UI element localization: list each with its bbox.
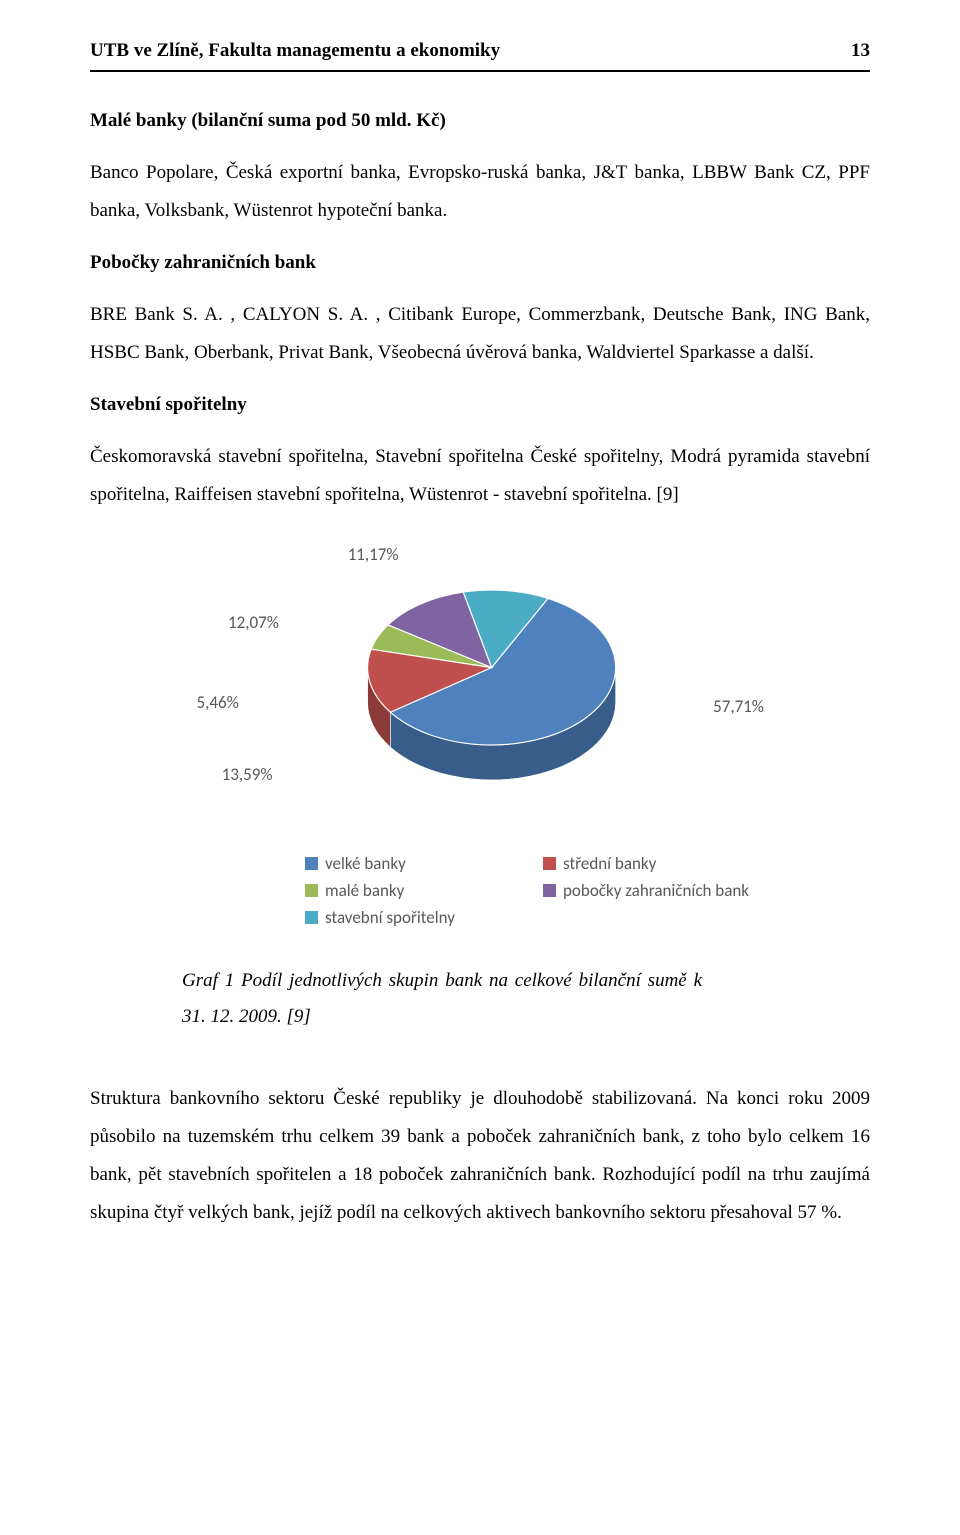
- legend-swatch: [543, 884, 556, 897]
- legend-swatch: [305, 911, 318, 924]
- pie-chart: velké banky střední banky malé banky pobočk…: [165, 528, 795, 928]
- pie-slice-label: 5,46%: [197, 692, 239, 713]
- page: UTB ve Zlíně, Fakulta managementu a ekon…: [0, 0, 960, 1286]
- legend-label: malé banky: [325, 880, 404, 901]
- legend-item: velké banky: [305, 853, 535, 874]
- header-page-number: 13: [851, 40, 870, 62]
- legend-swatch: [305, 857, 318, 870]
- chart-legend: velké banky střední banky malé banky pobočk…: [305, 853, 773, 928]
- header-left: UTB ve Zlíně, Fakulta managementu a ekon…: [90, 40, 500, 62]
- section-heading-foreign-branches: Pobočky zahraničních bank: [90, 244, 870, 282]
- chart-container: velké banky střední banky malé banky pobočk…: [90, 528, 870, 928]
- legend-label: velké banky: [325, 853, 406, 874]
- page-header: UTB ve Zlíně, Fakulta managementu a ekon…: [90, 40, 870, 62]
- legend-item: malé banky: [305, 880, 535, 901]
- legend-item: střední banky: [543, 853, 773, 874]
- legend-label: střední banky: [563, 853, 656, 874]
- legend-swatch: [543, 857, 556, 870]
- paragraph-small-banks: Banco Popolare, Česká exportní banka, Ev…: [90, 154, 870, 230]
- header-rule: [90, 70, 870, 72]
- section-heading-small-banks: Malé banky (bilanční suma pod 50 mld. Kč…: [90, 102, 870, 140]
- legend-label: stavební spořitelny: [325, 907, 455, 928]
- chart-caption: Graf 1 Podíl jednotlivých skupin bank na…: [182, 963, 702, 1035]
- legend-swatch: [305, 884, 318, 897]
- pie-slice-label: 57,71%: [713, 696, 764, 717]
- paragraph-summary: Struktura bankovního sektoru České repub…: [90, 1080, 870, 1232]
- section-heading-building-societies: Stavební spořitelny: [90, 386, 870, 424]
- legend-label: pobočky zahraničních bank: [563, 880, 749, 901]
- pie-slice-label: 12,07%: [228, 612, 279, 633]
- pie-slice-label: 11,17%: [348, 544, 399, 565]
- legend-item: pobočky zahraničních bank: [543, 880, 773, 901]
- paragraph-building-societies: Českomoravská stavební spořitelna, Stave…: [90, 438, 870, 514]
- legend-item: stavební spořitelny: [305, 907, 535, 928]
- paragraph-foreign-branches: BRE Bank S. A. , CALYON S. A. , Citibank…: [90, 296, 870, 372]
- pie-slice-label: 13,59%: [222, 764, 273, 785]
- pie-chart-svg: [165, 528, 795, 838]
